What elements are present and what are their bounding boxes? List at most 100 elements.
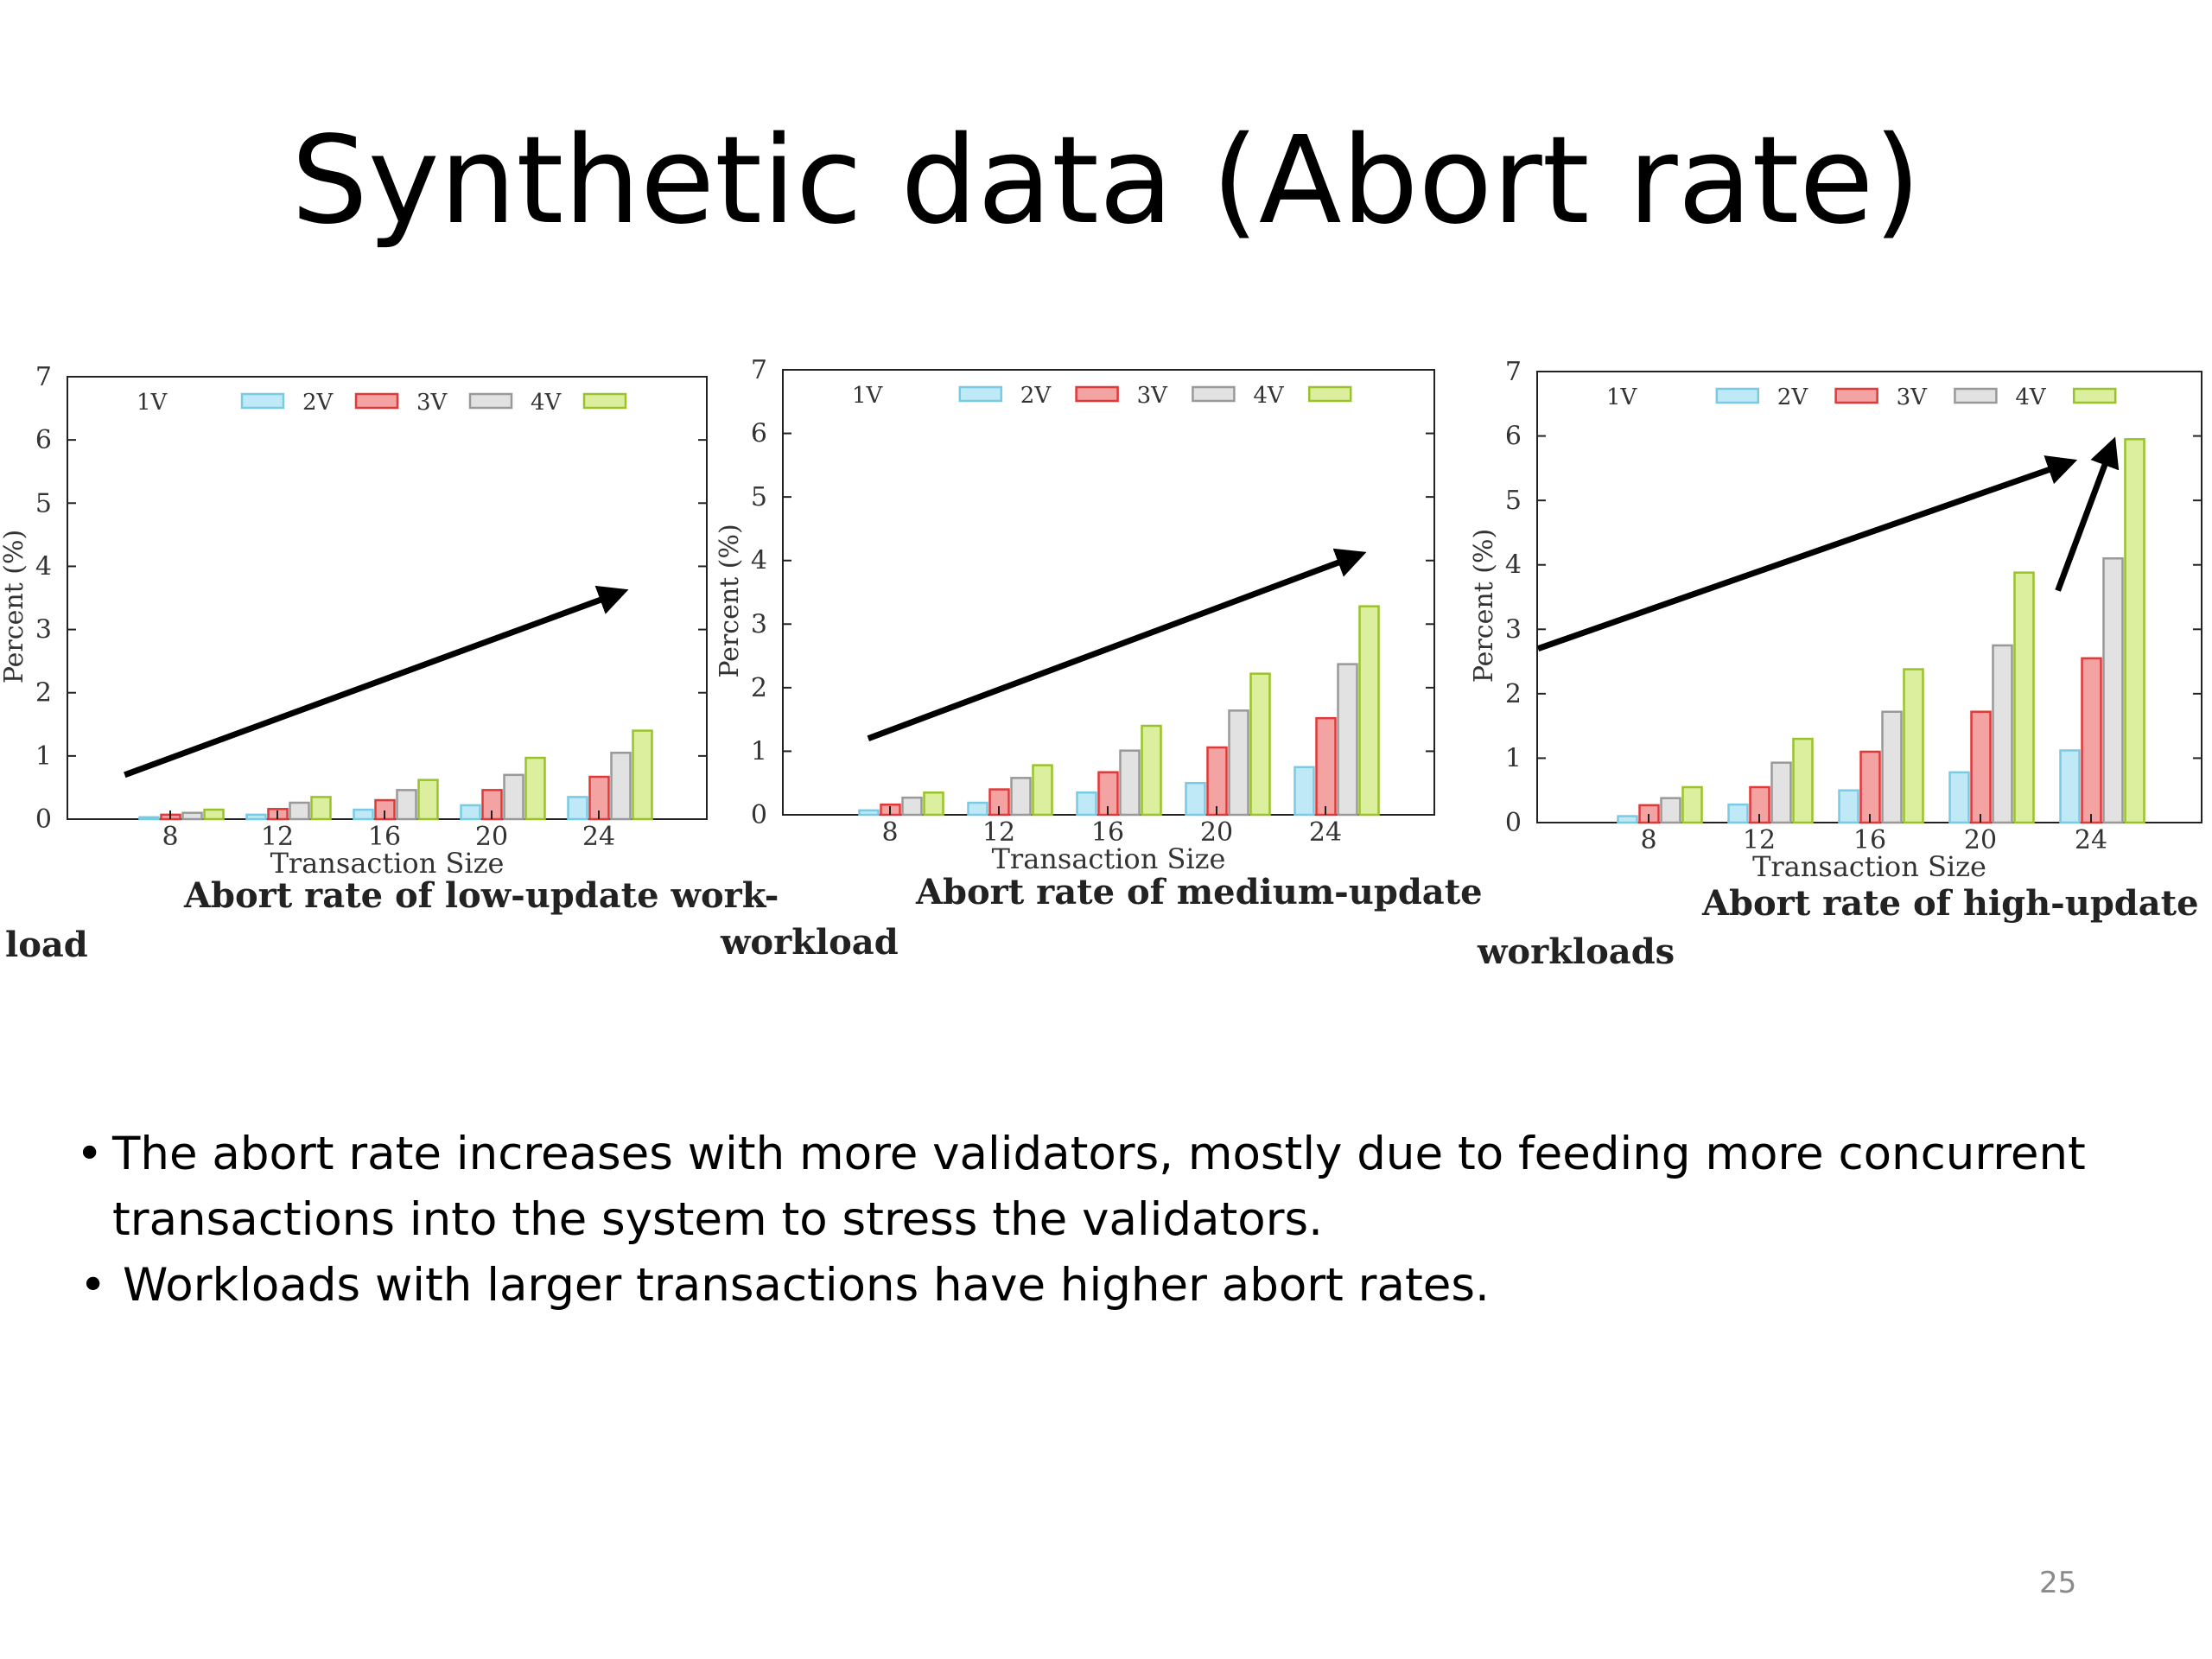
bar-4V-24: [1337, 663, 1358, 817]
bar-series-5-24: [632, 729, 653, 821]
legend-label: 2V: [1777, 385, 1809, 410]
plot-frame: [782, 369, 1435, 816]
y-tick-label: 2: [751, 673, 767, 703]
legend-label: 1V: [137, 390, 168, 416]
x-tick-label: 24: [1309, 817, 1342, 848]
bar-4V-20: [1228, 709, 1249, 817]
bar-series-5-16: [1141, 724, 1162, 817]
x-tick-label: 20: [1200, 817, 1233, 848]
legend-label: 2V: [302, 390, 334, 416]
y-tick-label: 3: [35, 615, 52, 645]
bar-4V-20: [1992, 644, 2013, 824]
y-tick-label: 6: [35, 425, 52, 455]
legend-label: 4V: [2015, 385, 2047, 410]
bar-2V-12: [967, 801, 988, 817]
x-tick-label: 16: [368, 822, 401, 852]
bar-4V-16: [1881, 710, 1903, 824]
y-tick-label: 2: [35, 678, 52, 709]
bullet-item: • The abort rate increases with more val…: [76, 1122, 2184, 1253]
y-tick-label: 7: [35, 362, 52, 392]
y-tick-label: 1: [35, 741, 52, 772]
bar-series-5-12: [1792, 737, 1814, 824]
y-tick-label: 0: [751, 800, 767, 830]
x-tick-label: 8: [1640, 825, 1656, 855]
bar-4V-8: [901, 796, 923, 817]
y-tick-label: 5: [751, 482, 767, 512]
x-tick-label: 20: [475, 822, 508, 852]
legend-label: 3V: [1137, 383, 1169, 409]
y-tick-label: 5: [1505, 486, 1522, 516]
bullet-marker: •: [76, 1128, 104, 1180]
legend-label: 3V: [1897, 385, 1929, 410]
legend-label: 2V: [1020, 383, 1052, 409]
y-tick-label: 6: [1505, 422, 1522, 452]
legend-swatch: [354, 392, 399, 410]
bar-series-5-24: [2124, 438, 2145, 824]
bar-2V-20: [1948, 771, 1970, 824]
x-tick-label: 8: [881, 817, 898, 848]
bar-4V-12: [1010, 777, 1032, 817]
x-tick-label: 20: [1964, 825, 1997, 855]
bar-4V-16: [396, 789, 417, 821]
x-axis-label: Transaction Size: [992, 842, 1226, 875]
slide-title: Synthetic data (Abort rate): [290, 111, 1922, 251]
bar-series-5-8: [203, 808, 225, 821]
chart-caption-line: Abort rate of low-update work-: [183, 875, 779, 916]
legend-swatch: [468, 392, 513, 410]
bar-2V-20: [1185, 781, 1206, 817]
bar-2V-24: [1294, 766, 1315, 817]
bar-series-5-8: [1681, 785, 1703, 824]
bullet-item: • Workloads with larger transactions hav…: [76, 1253, 2184, 1319]
bar-2V-8: [858, 809, 880, 817]
legend-swatch: [1954, 387, 1998, 404]
page-number: 25: [2039, 1566, 2077, 1600]
bar-3V-24: [1315, 716, 1337, 817]
y-tick-label: 0: [35, 804, 52, 835]
bar-3V-16: [1859, 750, 1881, 824]
bar-series-5-12: [1032, 764, 1053, 817]
bar-series-5-12: [310, 796, 332, 821]
chart-caption-line: workloads: [1477, 931, 1675, 972]
legend-swatch: [2072, 387, 2117, 404]
legend-label: 3V: [416, 390, 448, 416]
bar-4V-24: [610, 751, 632, 821]
x-tick-label: 12: [261, 822, 294, 852]
legend-swatch: [1834, 387, 1878, 404]
trend-arrow: [124, 585, 629, 779]
bar-2V-24: [567, 796, 588, 821]
trend-arrow: [1536, 455, 2078, 652]
bar-series-5-16: [1903, 668, 1924, 824]
x-tick-label: 16: [1091, 817, 1124, 848]
bar-3V-20: [1206, 746, 1228, 817]
chart-caption-line: Abort rate of high-update: [1701, 883, 2199, 924]
legend-label: 1V: [1606, 385, 1638, 410]
y-tick-label: 7: [751, 355, 767, 385]
legend-swatch: [1192, 385, 1236, 403]
y-tick-label: 3: [1505, 614, 1522, 645]
chart-caption-line: workload: [720, 922, 899, 963]
y-tick-label: 1: [1505, 743, 1522, 773]
bar-4V-20: [503, 773, 524, 821]
y-axis-label: Percent (%): [715, 524, 745, 677]
trend-arrow: [2055, 436, 2120, 592]
y-tick-label: 7: [1505, 357, 1522, 387]
y-tick-label: 4: [1505, 550, 1522, 581]
bar-series-5-20: [524, 756, 546, 821]
bar-2V-20: [460, 804, 481, 821]
x-axis-label: Transaction Size: [270, 847, 505, 880]
bullet-list: • The abort rate increases with more val…: [76, 1122, 2184, 1319]
legend-label: 1V: [852, 383, 884, 409]
bar-2V-16: [353, 808, 374, 821]
bar-4V-8: [1660, 797, 1681, 824]
y-tick-label: 1: [751, 736, 767, 766]
bar-2V-16: [1838, 789, 1859, 824]
bullet-text: Workloads with larger transactions have …: [123, 1259, 1490, 1312]
bar-3V-24: [2081, 657, 2102, 824]
bar-4V-12: [1770, 761, 1792, 824]
x-tick-label: 12: [982, 817, 1015, 848]
bar-series-5-20: [1249, 672, 1271, 817]
bar-4V-12: [289, 801, 310, 821]
bullet-text: The abort rate increases with more valid…: [112, 1128, 2086, 1246]
y-tick-label: 2: [1505, 679, 1522, 709]
